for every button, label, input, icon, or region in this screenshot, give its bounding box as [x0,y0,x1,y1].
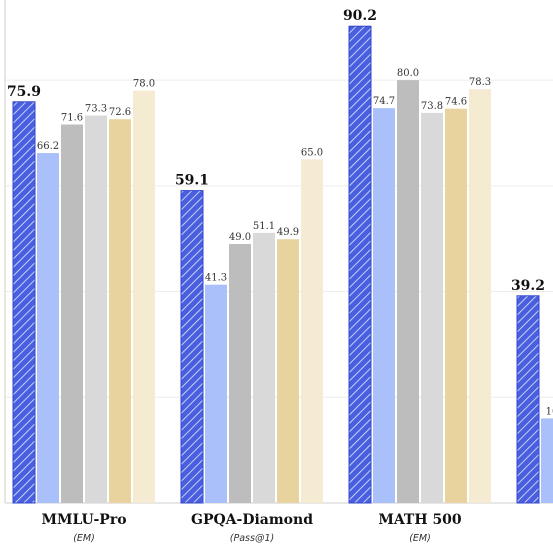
bar [445,108,467,503]
category-labels-group: MMLU-Pro (EM) GPQA-Diamond (Pass@1) MATH 500… [41,512,462,544]
bar [133,90,155,503]
data-label: 78.3 [469,77,491,88]
data-label: 90.2 [343,8,377,24]
data-label: 80.0 [397,68,419,79]
data-label: 59.1 [175,173,209,189]
bar [348,25,372,504]
data-label: 74.7 [373,96,395,107]
category-label: GPQA-Diamond [191,512,313,528]
data-label: 51.1 [253,221,275,232]
bar [277,239,299,503]
value-labels-group: 75.9 66.2 71.673.3 72.6 78.0 59.1 41.3 49.051.1… [7,8,553,417]
data-label: 49.9 [277,227,299,238]
data-label: 73.3 [85,104,107,115]
bars-group [12,25,553,504]
bar [85,115,107,504]
data-label: 71.6 [61,113,83,124]
data-label: 41.3 [205,273,227,284]
data-label: 16 [546,406,553,417]
category-label: MMLU-Pro [41,512,126,528]
bar [205,284,227,503]
data-label: 39.2 [511,278,545,294]
bar [516,295,540,504]
bar [61,124,83,503]
category-label: MATH 500 [378,512,462,528]
bar [421,112,443,504]
bar [37,153,59,503]
bar [229,243,251,503]
bar [397,80,419,504]
data-label: 73.8 [421,101,443,112]
bar [12,101,36,504]
data-label: 78.0 [133,79,155,90]
bar [180,190,204,504]
category-sublabel: (Pass@1) [230,533,274,544]
category-sublabel: (EM) [409,533,431,544]
bar [253,232,275,503]
bar [541,418,553,503]
category-sublabel: (EM) [73,533,95,544]
data-label: 74.6 [445,97,467,108]
data-label: 72.6 [109,107,131,118]
data-label: 66.2 [37,141,59,152]
bar [373,108,395,503]
data-label: 65.0 [301,147,323,158]
data-label: 75.9 [7,84,41,100]
data-label: 49.0 [229,232,251,243]
bar [469,89,491,503]
bar [301,159,323,503]
bar [109,119,131,504]
